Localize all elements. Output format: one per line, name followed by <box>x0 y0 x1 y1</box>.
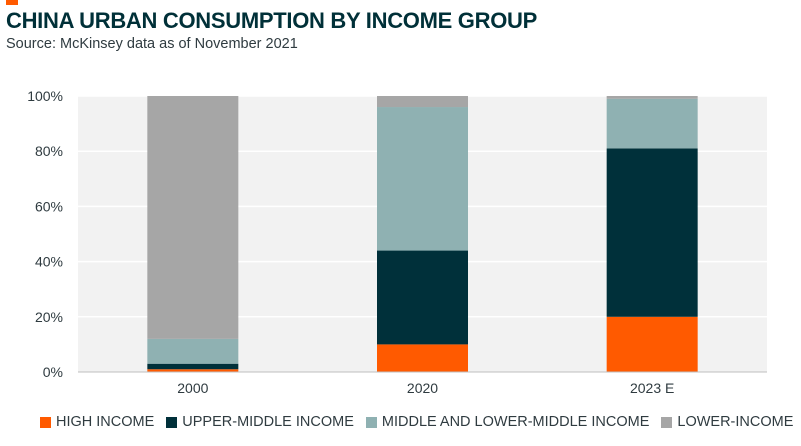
bar-segment <box>147 96 239 339</box>
bar-segment <box>606 98 698 149</box>
y-tick-label: 60% <box>35 198 63 214</box>
legend-label: UPPER-MIDDLE INCOME <box>182 414 354 430</box>
x-tick-label: 2020 <box>407 380 438 396</box>
legend-swatch <box>40 416 51 428</box>
legend-swatch <box>661 416 673 428</box>
legend-item: HIGH INCOME <box>40 414 154 430</box>
chart-legend: HIGH INCOME UPPER-MIDDLE INCOME MIDDLE AND… <box>40 414 801 430</box>
bar-segment <box>377 250 468 345</box>
legend-swatch <box>365 416 377 428</box>
legend-item: LOWER-INCOME <box>661 414 793 430</box>
legend-item: UPPER-MIDDLE INCOME <box>166 414 354 430</box>
legend-label: MIDDLE AND LOWER-MIDDLE INCOME <box>381 414 650 430</box>
bar-segment <box>606 316 698 372</box>
legend-label: LOWER-INCOME <box>677 414 794 430</box>
bar-segment <box>147 363 239 370</box>
bar-segment <box>147 338 239 364</box>
bar-segment <box>377 96 468 108</box>
chart-subtitle: Source: McKinsey data as of November 202… <box>6 36 298 52</box>
legend-label: HIGH INCOME <box>56 414 155 430</box>
y-tick-label: 20% <box>35 309 63 325</box>
legend-item: MIDDLE AND LOWER-MIDDLE INCOME <box>365 414 650 430</box>
bar-segment <box>377 107 468 251</box>
y-tick-label: 0% <box>43 364 63 380</box>
x-tick-label: 2023 E <box>630 380 674 396</box>
y-tick-label: 100% <box>27 88 63 104</box>
x-tick-label: 2000 <box>177 380 208 396</box>
legend-swatch <box>166 416 178 428</box>
bar-segment <box>606 96 698 99</box>
chart-title: CHINA URBAN CONSUMPTION BY INCOME GROUP <box>6 8 537 33</box>
bar-segment <box>377 344 468 372</box>
accent-bar <box>6 0 18 5</box>
y-tick-label: 80% <box>35 143 63 159</box>
y-tick-label: 40% <box>35 254 63 270</box>
bar-segment <box>606 148 698 317</box>
bar-segment <box>147 369 239 372</box>
